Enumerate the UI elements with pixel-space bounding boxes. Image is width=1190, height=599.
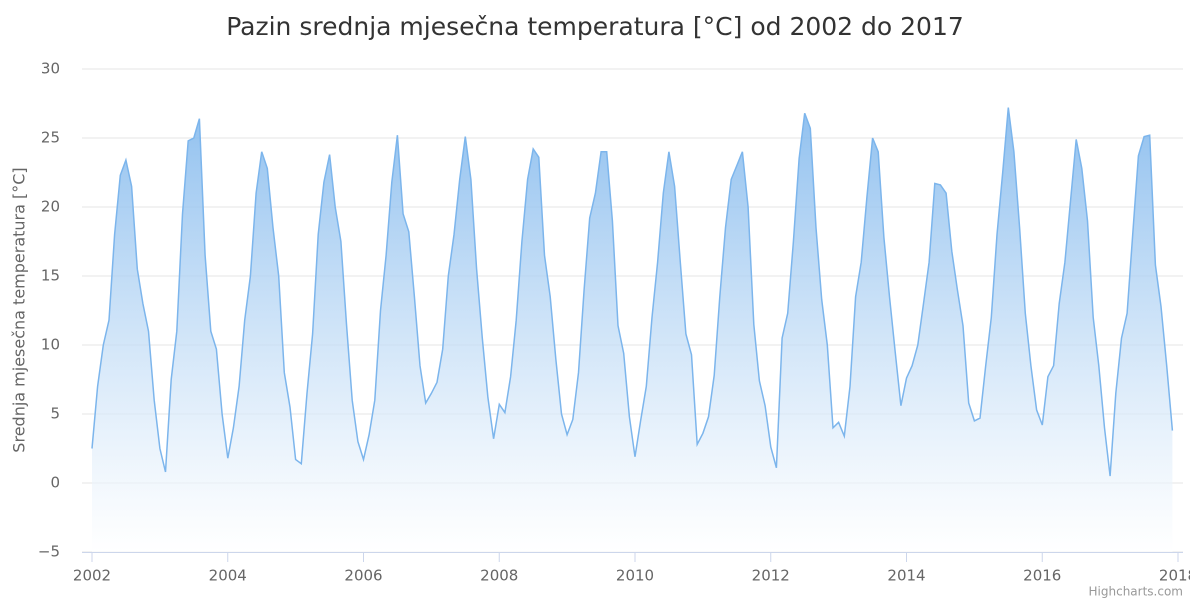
x-tick-label: 2008	[480, 567, 518, 585]
y-tick-label: 15	[41, 267, 60, 285]
y-tick-label: 25	[41, 129, 60, 147]
y-axis-title: Srednja mjesečna temperatura [°C]	[10, 167, 29, 452]
y-tick-label: 20	[41, 198, 60, 216]
x-tick-label: 2004	[209, 567, 247, 585]
x-tick-label: 2002	[73, 567, 111, 585]
x-tick-label: 2006	[344, 567, 382, 585]
area-line	[91, 107, 1174, 477]
chart-title: Pazin srednja mjesečna temperatura [°C] …	[226, 12, 964, 41]
y-tick-label: 10	[41, 336, 60, 354]
x-tick-label: 2018	[1159, 567, 1190, 585]
credits: Highcharts.com	[1089, 585, 1183, 599]
x-tick-label: 2016	[1023, 567, 1061, 585]
x-tick-label: 2010	[616, 567, 654, 585]
area-fill	[92, 107, 1173, 552]
y-tick-label: 0	[50, 474, 60, 492]
y-tick-label: 30	[41, 60, 60, 78]
y-tick-label: 5	[50, 405, 60, 423]
y-tick-label: −5	[38, 543, 60, 561]
x-tick-label: 2014	[887, 567, 925, 585]
x-tick-label: 2012	[752, 567, 790, 585]
